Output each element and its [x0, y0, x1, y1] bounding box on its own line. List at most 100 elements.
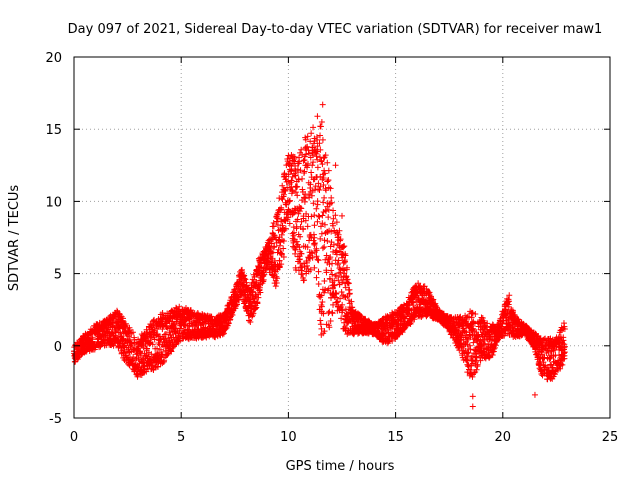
data-point	[310, 200, 317, 207]
data-point	[145, 353, 152, 360]
data-point	[318, 325, 325, 332]
data-point	[324, 159, 331, 166]
data-point	[312, 240, 319, 247]
data-point	[309, 162, 316, 169]
data-point	[279, 182, 286, 189]
data-point	[252, 305, 259, 312]
data-point	[315, 257, 322, 264]
data-point	[290, 210, 297, 217]
data-point	[304, 223, 311, 230]
data-point	[276, 257, 283, 264]
data-point	[324, 238, 331, 245]
axis-ticks: 0 5 10 15 20 25 -5 0 5 10 15 20	[45, 51, 618, 445]
data-point	[280, 238, 287, 245]
data-point	[287, 168, 294, 175]
data-point	[236, 297, 243, 304]
data-point	[316, 187, 323, 194]
data-point	[122, 320, 129, 327]
data-point	[119, 335, 126, 342]
data-point	[298, 205, 305, 212]
data-point	[314, 256, 321, 263]
x-tick-label: 25	[602, 430, 619, 445]
data-point	[278, 204, 285, 211]
data-point	[247, 319, 254, 326]
data-point	[285, 152, 292, 159]
data-point	[274, 215, 281, 222]
data-point	[283, 201, 290, 208]
data-point	[159, 326, 166, 333]
data-point	[305, 160, 312, 167]
y-tick-label: 15	[45, 123, 62, 138]
data-point	[162, 330, 169, 337]
data-point	[314, 198, 321, 205]
data-point	[128, 340, 135, 347]
data-point	[291, 153, 298, 160]
data-point	[320, 181, 327, 188]
data-point	[294, 183, 301, 190]
data-point	[308, 213, 315, 220]
data-point	[321, 237, 328, 244]
data-point	[321, 194, 328, 201]
x-tick-label: 0	[70, 430, 78, 445]
data-point	[317, 235, 324, 242]
data-point	[239, 281, 246, 288]
data-point	[301, 194, 308, 201]
x-tick-label: 5	[177, 430, 185, 445]
data-point	[318, 292, 325, 299]
x-tick-label: 20	[495, 430, 512, 445]
data-point	[298, 267, 305, 274]
data-point	[144, 345, 151, 352]
data-point	[129, 329, 136, 336]
data-point	[326, 324, 333, 331]
data-point	[300, 157, 307, 164]
data-point	[285, 171, 292, 178]
data-point	[168, 348, 175, 355]
data-point	[308, 169, 315, 176]
data-point	[280, 245, 287, 252]
data-point	[320, 174, 327, 181]
data-point	[321, 221, 328, 228]
data-point	[321, 244, 328, 251]
data-point	[322, 208, 329, 215]
data-point	[314, 164, 321, 171]
data-point	[291, 209, 298, 216]
data-point	[311, 264, 318, 271]
data-point	[315, 268, 322, 275]
data-point	[162, 336, 169, 343]
chart-title: Day 097 of 2021, Sidereal Day-to-day VTE…	[68, 22, 603, 37]
data-point	[321, 289, 328, 296]
data-point	[317, 132, 324, 139]
data-point	[227, 316, 234, 323]
data-point	[321, 278, 328, 285]
data-point	[143, 326, 150, 333]
data-point	[288, 177, 295, 184]
data-point	[294, 241, 301, 248]
data-point	[281, 226, 288, 233]
data-point	[313, 253, 320, 260]
data-point	[172, 341, 179, 348]
data-point	[300, 225, 307, 232]
data-point	[299, 271, 306, 278]
data-point	[326, 308, 333, 315]
x-axis-label: GPS time / hours	[286, 459, 395, 474]
x-tick-label: 15	[387, 430, 404, 445]
data-point	[315, 180, 322, 187]
data-point	[274, 222, 281, 229]
data-point	[302, 136, 309, 143]
data-point	[289, 188, 296, 195]
data-point	[290, 229, 297, 236]
data-point	[208, 313, 215, 320]
data-point	[323, 269, 330, 276]
data-point	[325, 214, 332, 221]
data-point	[316, 213, 323, 220]
data-point	[166, 329, 173, 336]
data-point	[295, 176, 302, 183]
y-axis-label: SDTVAR / TECUs	[7, 185, 22, 292]
data-point	[116, 310, 123, 317]
data-point	[255, 294, 262, 301]
data-point	[234, 301, 241, 308]
data-point	[320, 310, 327, 317]
data-point	[295, 210, 302, 217]
data-point	[117, 329, 124, 336]
